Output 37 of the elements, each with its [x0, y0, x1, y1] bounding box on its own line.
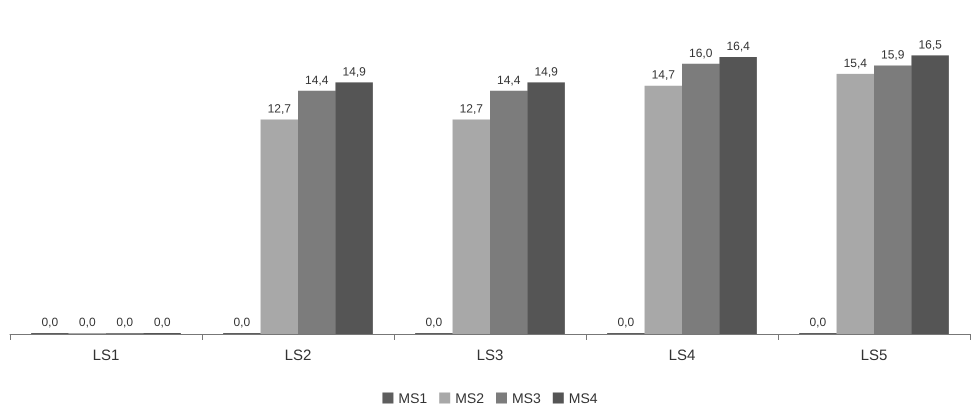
- data-label: 14,4: [305, 72, 329, 87]
- legend-label: MS4: [568, 390, 598, 406]
- legend-label: MS3: [512, 390, 541, 406]
- data-label: 0,0: [154, 315, 171, 329]
- data-label: 15,9: [881, 47, 905, 62]
- data-label: 14,7: [652, 68, 676, 82]
- bar: [719, 57, 757, 334]
- bar: [911, 55, 949, 334]
- legend-label: MS2: [455, 390, 484, 406]
- data-label: 0,0: [41, 315, 59, 329]
- data-label: 16,4: [726, 39, 750, 54]
- bar: [644, 86, 682, 334]
- x-tick-label: LS3: [476, 347, 504, 364]
- data-label: 0,0: [116, 315, 134, 329]
- data-label: 15,4: [844, 56, 868, 70]
- bar: [527, 82, 565, 334]
- data-label: 12,7: [268, 102, 292, 116]
- data-label: 0,0: [425, 315, 443, 329]
- x-tick-label: LS1: [92, 347, 120, 364]
- data-label: 14,9: [534, 64, 558, 78]
- bar: [836, 74, 874, 334]
- data-label: 0,0: [78, 315, 96, 329]
- data-label: 12,7: [460, 102, 484, 116]
- data-label: 0,0: [809, 315, 827, 329]
- bar: [335, 82, 373, 334]
- data-label: 16,0: [689, 46, 713, 60]
- data-label: 0,0: [617, 315, 635, 329]
- data-label: 0,0: [233, 315, 251, 329]
- x-tick-label: LS4: [668, 347, 696, 364]
- bar: [452, 120, 490, 334]
- bar: [260, 120, 298, 334]
- data-label: 14,9: [342, 64, 366, 78]
- data-label: 16,5: [918, 37, 942, 52]
- x-tick-label: LS2: [284, 347, 312, 364]
- x-tick-label: LS5: [860, 347, 888, 364]
- legend-label: MS1: [398, 390, 428, 406]
- data-label: 14,4: [497, 72, 521, 87]
